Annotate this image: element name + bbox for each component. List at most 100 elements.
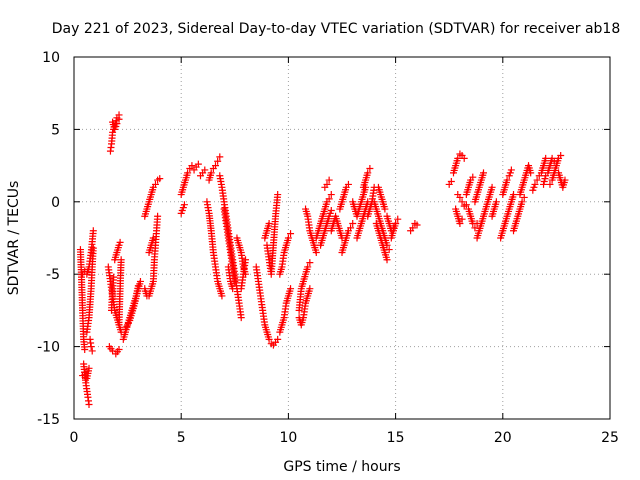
data-point (389, 224, 397, 232)
data-point (480, 169, 488, 177)
data-point (85, 364, 93, 372)
data-point (507, 166, 515, 174)
data-point (503, 176, 511, 184)
data-point (116, 238, 124, 246)
data-point (237, 314, 245, 322)
data-point (136, 277, 144, 285)
data-point (274, 335, 282, 343)
data-point (312, 248, 320, 256)
data-points (76, 111, 569, 409)
data-point (327, 206, 335, 214)
y-tick-label: -10 (37, 340, 60, 356)
x-tick-label: 5 (177, 430, 186, 446)
data-point (265, 220, 273, 228)
x-tick-label: 10 (279, 430, 297, 446)
data-point (306, 285, 314, 293)
data-point (284, 234, 292, 242)
data-point (394, 215, 402, 223)
data-point (194, 160, 202, 168)
y-axis-label: SDTVAR / TECUs (6, 181, 22, 296)
data-point (561, 176, 569, 184)
data-point (488, 183, 496, 191)
plot-frame (73, 56, 611, 420)
data-point (364, 169, 372, 177)
data-point (510, 191, 518, 199)
data-point (81, 345, 89, 353)
data-point (458, 198, 466, 206)
y-tick-label: -5 (46, 267, 60, 283)
data-point (212, 162, 220, 170)
data-point (216, 153, 224, 161)
data-point (456, 220, 464, 228)
data-point (151, 180, 159, 188)
data-point (242, 256, 250, 264)
data-point (117, 256, 125, 264)
x-tick-label: 20 (494, 430, 512, 446)
data-point (201, 166, 209, 174)
data-point (492, 198, 500, 206)
data-point (113, 120, 121, 128)
data-point (349, 220, 357, 228)
data-point (366, 164, 374, 172)
data-point (306, 259, 314, 267)
data-point (218, 292, 226, 300)
data-point (325, 195, 333, 203)
data-point (89, 244, 97, 252)
data-point (325, 176, 333, 184)
data-point (344, 180, 352, 188)
data-point (287, 285, 295, 293)
data-point (527, 169, 535, 177)
data-point (460, 154, 468, 162)
data-point (214, 157, 222, 165)
data-point (110, 273, 118, 281)
data-point (462, 201, 470, 209)
data-point (327, 191, 335, 199)
data-point (89, 227, 97, 235)
data-point (180, 201, 188, 209)
data-point (88, 347, 96, 355)
data-point (409, 224, 417, 232)
data-point (149, 234, 157, 242)
data-point (413, 221, 421, 229)
data-point (447, 178, 455, 186)
data-point (557, 151, 565, 159)
data-point (115, 345, 123, 353)
data-point (184, 169, 192, 177)
data-point (323, 180, 331, 188)
y-tick-label: 5 (51, 122, 60, 138)
data-point (518, 198, 526, 206)
x-axis-label: GPS time / hours (283, 459, 400, 475)
y-tick-labels: -15 -10 -5 0 5 10 (37, 50, 60, 428)
data-point (458, 215, 466, 223)
x-tick-label: 25 (601, 430, 619, 446)
data-point (154, 212, 162, 220)
data-point (531, 180, 539, 188)
data-point (456, 193, 464, 201)
data-point (381, 205, 389, 213)
data-point (115, 115, 123, 123)
data-point (274, 191, 282, 199)
data-point (533, 176, 541, 184)
data-point (392, 220, 400, 228)
data-point (207, 169, 215, 177)
data-point (87, 343, 95, 351)
data-point (469, 173, 477, 181)
y-tick-label: 10 (42, 50, 60, 66)
data-point (156, 175, 164, 183)
y-tick-label: -15 (37, 412, 60, 428)
x-tick-label: 0 (70, 430, 79, 446)
chart-title: Day 221 of 2023, Sidereal Day-to-day VTE… (52, 21, 621, 37)
data-point (265, 335, 273, 343)
data-point (229, 285, 237, 293)
data-point (188, 162, 196, 170)
data-point (287, 230, 295, 238)
data-point (347, 224, 355, 232)
x-tick-label: 15 (387, 430, 405, 446)
data-point (85, 401, 93, 409)
data-point (520, 193, 528, 201)
data-point (542, 154, 550, 162)
data-point (383, 256, 391, 264)
x-tick-labels: 0 5 10 15 20 25 (70, 430, 619, 446)
data-point (546, 180, 554, 188)
